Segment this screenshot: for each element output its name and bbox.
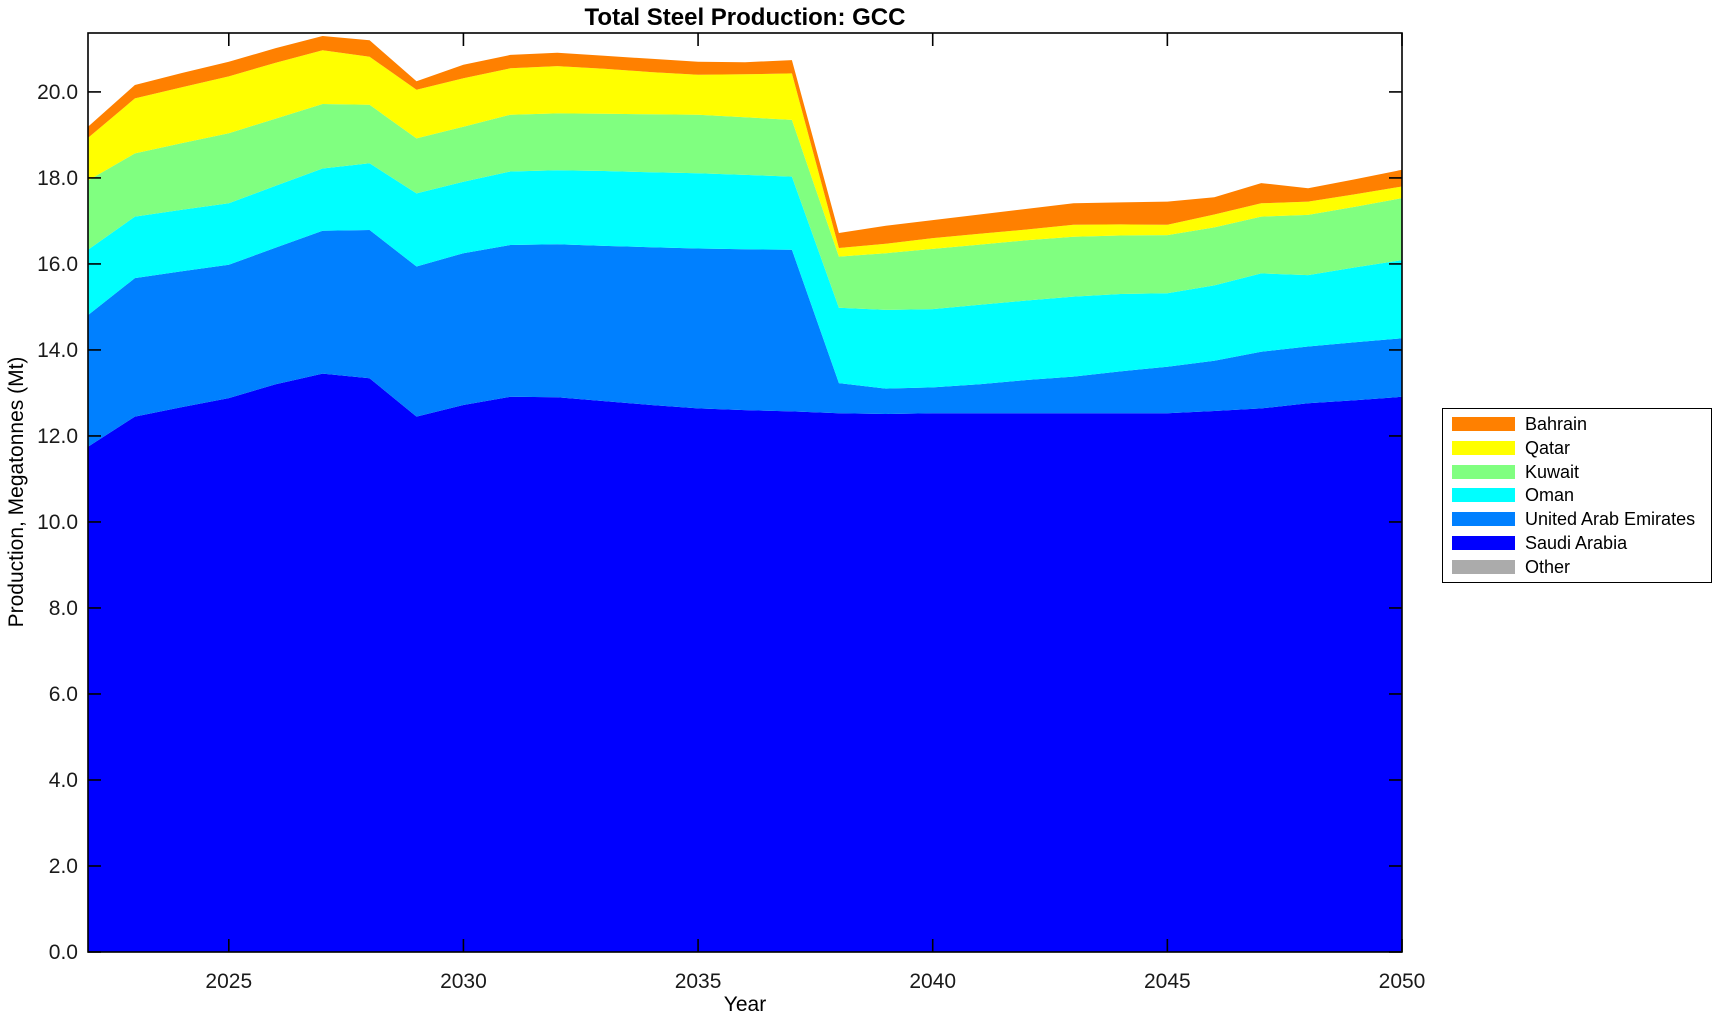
legend-swatch <box>1452 488 1515 503</box>
legend-swatch <box>1452 440 1515 455</box>
legend-swatch <box>1452 559 1515 574</box>
area-series-bahrain <box>88 36 1402 248</box>
y-tick-label: 0.0 <box>49 941 78 964</box>
legend-label: Other <box>1525 556 1571 577</box>
y-tick-label: 2.0 <box>49 855 78 878</box>
legend-item-oman: Oman <box>1452 484 1711 506</box>
legend-label: Bahrain <box>1525 413 1588 434</box>
x-tick-label: 2025 <box>205 970 252 993</box>
chart-title: Total Steel Production: GCC <box>584 4 906 31</box>
area-series-saudi-arabia <box>88 373 1402 953</box>
legend-item-saudi-arabia: Saudi Arabia <box>1452 532 1711 554</box>
legend-item-other: Other <box>1452 556 1711 578</box>
x-tick-label: 2040 <box>909 970 956 993</box>
y-axis-label: Production, Megatonnes (Mt) <box>5 356 28 628</box>
x-tick-label: 2030 <box>440 970 487 993</box>
legend-item-bahrain: Bahrain <box>1452 413 1711 435</box>
x-tick-label: 2050 <box>1379 970 1426 993</box>
legend-swatch <box>1452 416 1515 431</box>
area-series-united-arab-emirates <box>88 230 1402 447</box>
x-tick-label: 2045 <box>1144 970 1191 993</box>
y-tick-label: 12.0 <box>37 425 78 448</box>
axes-box <box>87 32 1403 953</box>
legend-swatch <box>1452 512 1515 527</box>
legend-swatch <box>1452 536 1515 551</box>
y-tick-label: 4.0 <box>49 769 78 792</box>
legend-label: United Arab Emirates <box>1525 509 1696 530</box>
legend-swatch <box>1452 464 1515 479</box>
legend: Bahrain Qatar Kuwait Oman United Arab Emirat… <box>1442 408 1712 583</box>
legend-label: Saudi Arabia <box>1525 533 1628 554</box>
y-tick-label: 6.0 <box>49 683 78 706</box>
legend-item-united-arab-emirates: United Arab Emirates <box>1452 508 1711 530</box>
y-tick-label: 20.0 <box>37 81 78 104</box>
area-series-kuwait <box>88 104 1402 310</box>
area-series-qatar <box>88 50 1402 257</box>
legend-label: Qatar <box>1525 437 1571 458</box>
y-tick-label: 14.0 <box>37 339 78 362</box>
y-tick-label: 18.0 <box>37 167 78 190</box>
legend-item-kuwait: Kuwait <box>1452 461 1711 483</box>
legend-label: Kuwait <box>1525 461 1580 482</box>
legend-label: Oman <box>1525 485 1575 506</box>
x-tick-label: 2035 <box>675 970 722 993</box>
legend-item-qatar: Qatar <box>1452 437 1711 459</box>
y-tick-label: 10.0 <box>37 511 78 534</box>
y-tick-label: 8.0 <box>49 597 78 620</box>
x-axis-label: Year <box>723 993 767 1016</box>
y-tick-label: 16.0 <box>37 253 78 276</box>
area-series-oman <box>88 163 1402 389</box>
